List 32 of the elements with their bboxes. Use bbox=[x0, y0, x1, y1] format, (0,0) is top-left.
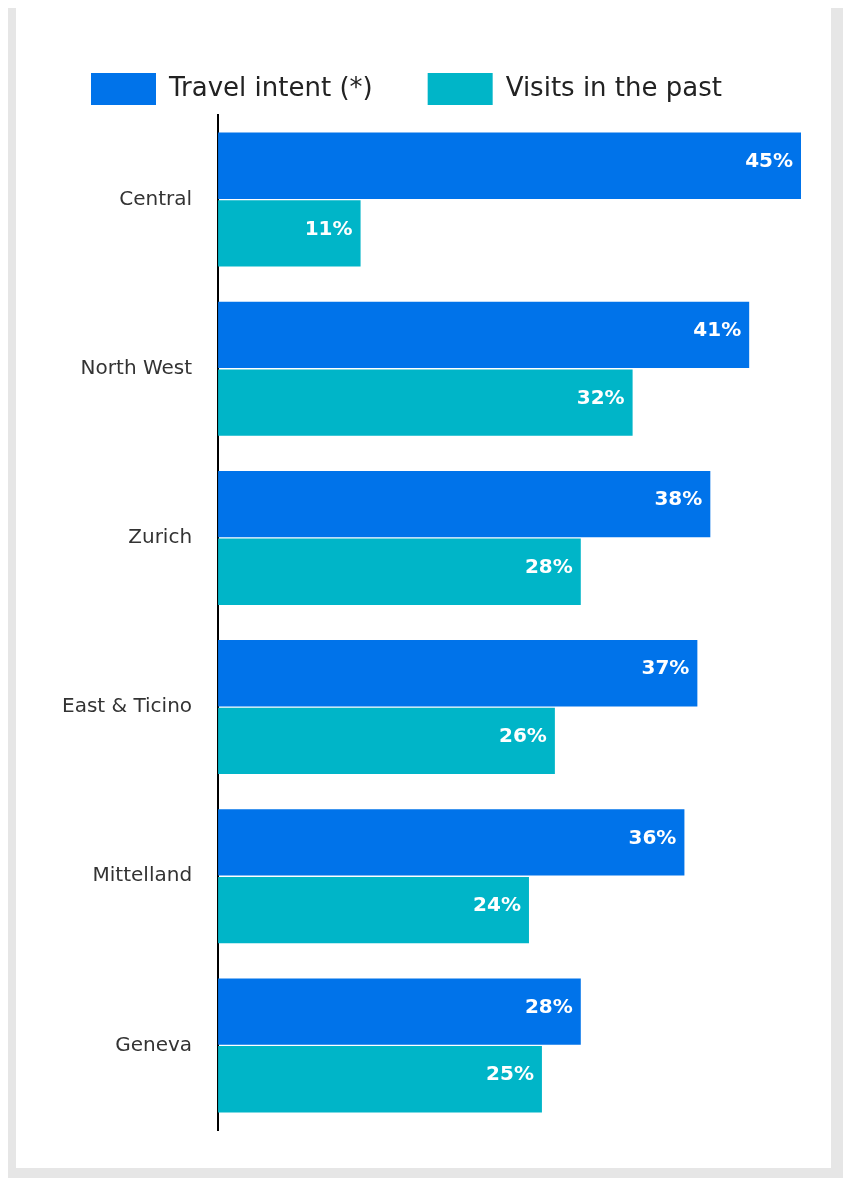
y-tick-label: Zurich bbox=[128, 524, 193, 549]
y-tick-label: Central bbox=[119, 185, 193, 210]
bar bbox=[218, 538, 581, 605]
data-label: 36% bbox=[628, 824, 677, 849]
legend-label: Visits in the past bbox=[505, 71, 722, 102]
data-label: 45% bbox=[745, 147, 793, 172]
data-label: 28% bbox=[524, 553, 573, 578]
bar bbox=[218, 132, 801, 199]
data-label: 24% bbox=[473, 892, 521, 917]
y-tick-label: Geneva bbox=[115, 1031, 193, 1056]
bar bbox=[218, 1046, 542, 1113]
data-label: 37% bbox=[641, 655, 690, 680]
bar bbox=[218, 470, 711, 538]
bar bbox=[218, 876, 529, 944]
data-label: 38% bbox=[654, 486, 703, 511]
bar bbox=[218, 369, 633, 436]
bar bbox=[218, 640, 698, 707]
y-tick-label: East & Ticino bbox=[61, 693, 193, 718]
data-label: 26% bbox=[499, 723, 547, 748]
bar bbox=[218, 200, 361, 267]
data-label: 32% bbox=[576, 384, 625, 409]
legend-label: Travel intent (*) bbox=[168, 71, 373, 102]
bar bbox=[218, 301, 750, 369]
bar bbox=[218, 809, 685, 876]
y-tick-label: North West bbox=[80, 354, 193, 379]
data-label: 11% bbox=[304, 215, 353, 240]
data-label: 41% bbox=[693, 317, 742, 342]
data-label: 25% bbox=[486, 1061, 534, 1086]
bar bbox=[218, 978, 581, 1045]
data-label: 28% bbox=[524, 993, 573, 1018]
bar bbox=[218, 707, 555, 775]
y-tick-label: Mittelland bbox=[92, 862, 193, 887]
